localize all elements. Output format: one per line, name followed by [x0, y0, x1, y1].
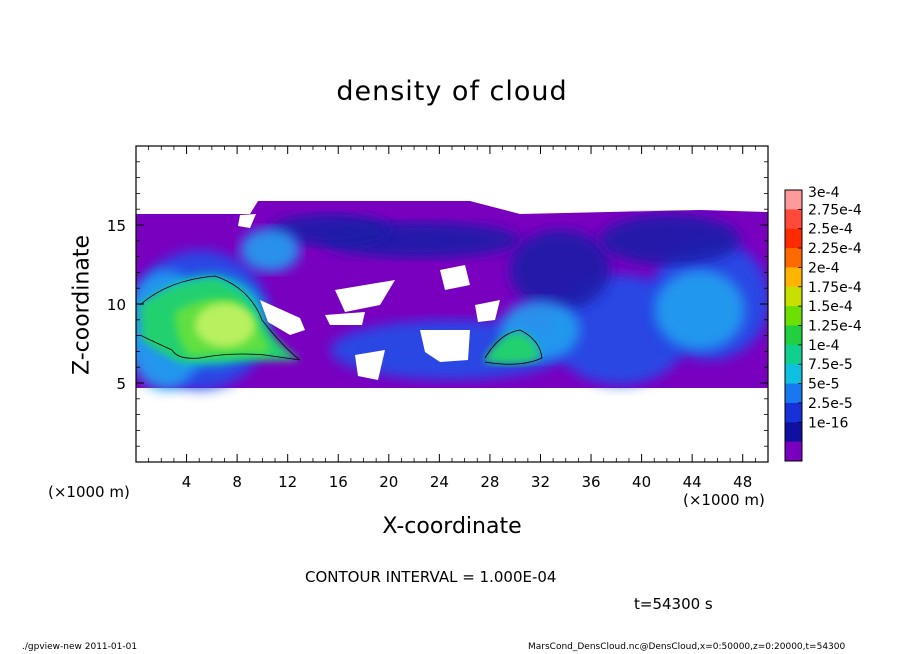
cloud-gap: [335, 280, 395, 312]
y-tick-label: 5: [116, 375, 126, 393]
colorbar-swatch: [785, 248, 802, 268]
x-axis-label-text: X-coordinate: [382, 514, 522, 539]
chart-title: density of cloud: [336, 76, 568, 107]
x-tick-label: 28: [480, 473, 499, 491]
contour-line-left: [139, 275, 301, 361]
colorbar-label: 2.75e-4: [808, 202, 862, 218]
colorbar: 3e-42.75e-4 2.5e-4 2.25e-4 2e-4 1.75e-4 1.5e-…: [784, 185, 862, 462]
cloud-gap: [325, 312, 365, 325]
colorbar-swatch: [785, 422, 802, 443]
colorbar-label: 1.75e-4: [808, 280, 862, 296]
contour-line-mid: [484, 329, 543, 365]
colorbar-swatch: [785, 383, 802, 404]
colorbar-swatch: [785, 306, 802, 326]
colorbar-label: 2.5e-4: [808, 222, 853, 238]
x-axis-ticks: 4 8 12 16 20 24 28 32 36 40 44 48: [148, 146, 756, 491]
cloud-gap: [420, 330, 470, 362]
colorbar-label: 5e-5: [808, 377, 839, 393]
cloud-blob: [240, 228, 300, 272]
colorbar-label: 1.25e-4: [808, 319, 862, 335]
x-unit-label: (×1000 m): [683, 491, 765, 509]
contour-interval-text: CONTOUR INTERVAL = 1.000E-04: [305, 568, 557, 586]
x-tick-label: 8: [232, 473, 242, 491]
x-axis-label: X-coordinate: [0, 514, 904, 539]
colorbar-swatch: [785, 364, 802, 385]
colorbar-swatch: [785, 402, 802, 423]
cloud-blob: [270, 214, 390, 246]
cloud-blob: [600, 215, 740, 265]
colorbar-swatch: [785, 190, 802, 210]
colorbar-label: 1e-16: [808, 415, 848, 431]
y-axis-ticks: 5 10 15: [107, 161, 768, 447]
colorbar-label: 2e-4: [808, 260, 840, 276]
cloud-density-field: [136, 201, 768, 390]
colorbar-label: 3e-4: [808, 185, 840, 201]
cloud-gap: [260, 300, 305, 335]
cloud-gap: [475, 300, 500, 322]
x-tick-label: 24: [430, 473, 449, 491]
time-label: t=54300 s: [634, 595, 713, 613]
colorbar-swatch: [785, 286, 802, 307]
x-tick-label: 4: [182, 473, 192, 491]
x-tick-label: 48: [733, 473, 752, 491]
z-unit-label: (×1000 m): [48, 483, 130, 501]
colorbar-label: 2.5e-5: [808, 396, 853, 412]
colorbar-label: 2.25e-4: [808, 241, 862, 257]
colorbar-swatch: [785, 325, 802, 346]
footer-right-text: MarsCond_DensCloud.nc@DensCloud,x=0:5000…: [528, 642, 846, 652]
colorbar-swatch: [785, 228, 802, 249]
colorbar-swatch: [785, 344, 802, 365]
x-tick-label: 40: [632, 473, 651, 491]
y-tick-label: 10: [107, 296, 126, 314]
x-tick-label: 16: [329, 473, 348, 491]
x-tick-label: 36: [581, 473, 600, 491]
cloud-gap: [440, 265, 470, 290]
colorbar-label: 1e-4: [808, 338, 840, 354]
cloud-core-left-peak: [195, 303, 255, 347]
x-tick-label: 32: [531, 473, 550, 491]
cloud-blob: [655, 270, 745, 350]
footer-left-text: ./gpview-new 2011-01-01: [22, 642, 138, 652]
colorbar-label: 7.5e-5: [808, 357, 853, 373]
cloud-core-mid: [485, 332, 540, 365]
colorbar-swatch: [785, 267, 802, 288]
cloud-gap: [238, 214, 256, 228]
y-tick-label: 15: [107, 217, 126, 235]
colorbar-swatch: [785, 209, 802, 230]
colorbar-swatch: [785, 441, 802, 462]
cloud-blob: [510, 230, 610, 310]
x-tick-label: 44: [683, 473, 702, 491]
colorbar-label: 1.5e-4: [808, 299, 853, 315]
x-tick-label: 12: [278, 473, 297, 491]
x-tick-label: 20: [379, 473, 398, 491]
cloud-gap: [355, 350, 385, 380]
